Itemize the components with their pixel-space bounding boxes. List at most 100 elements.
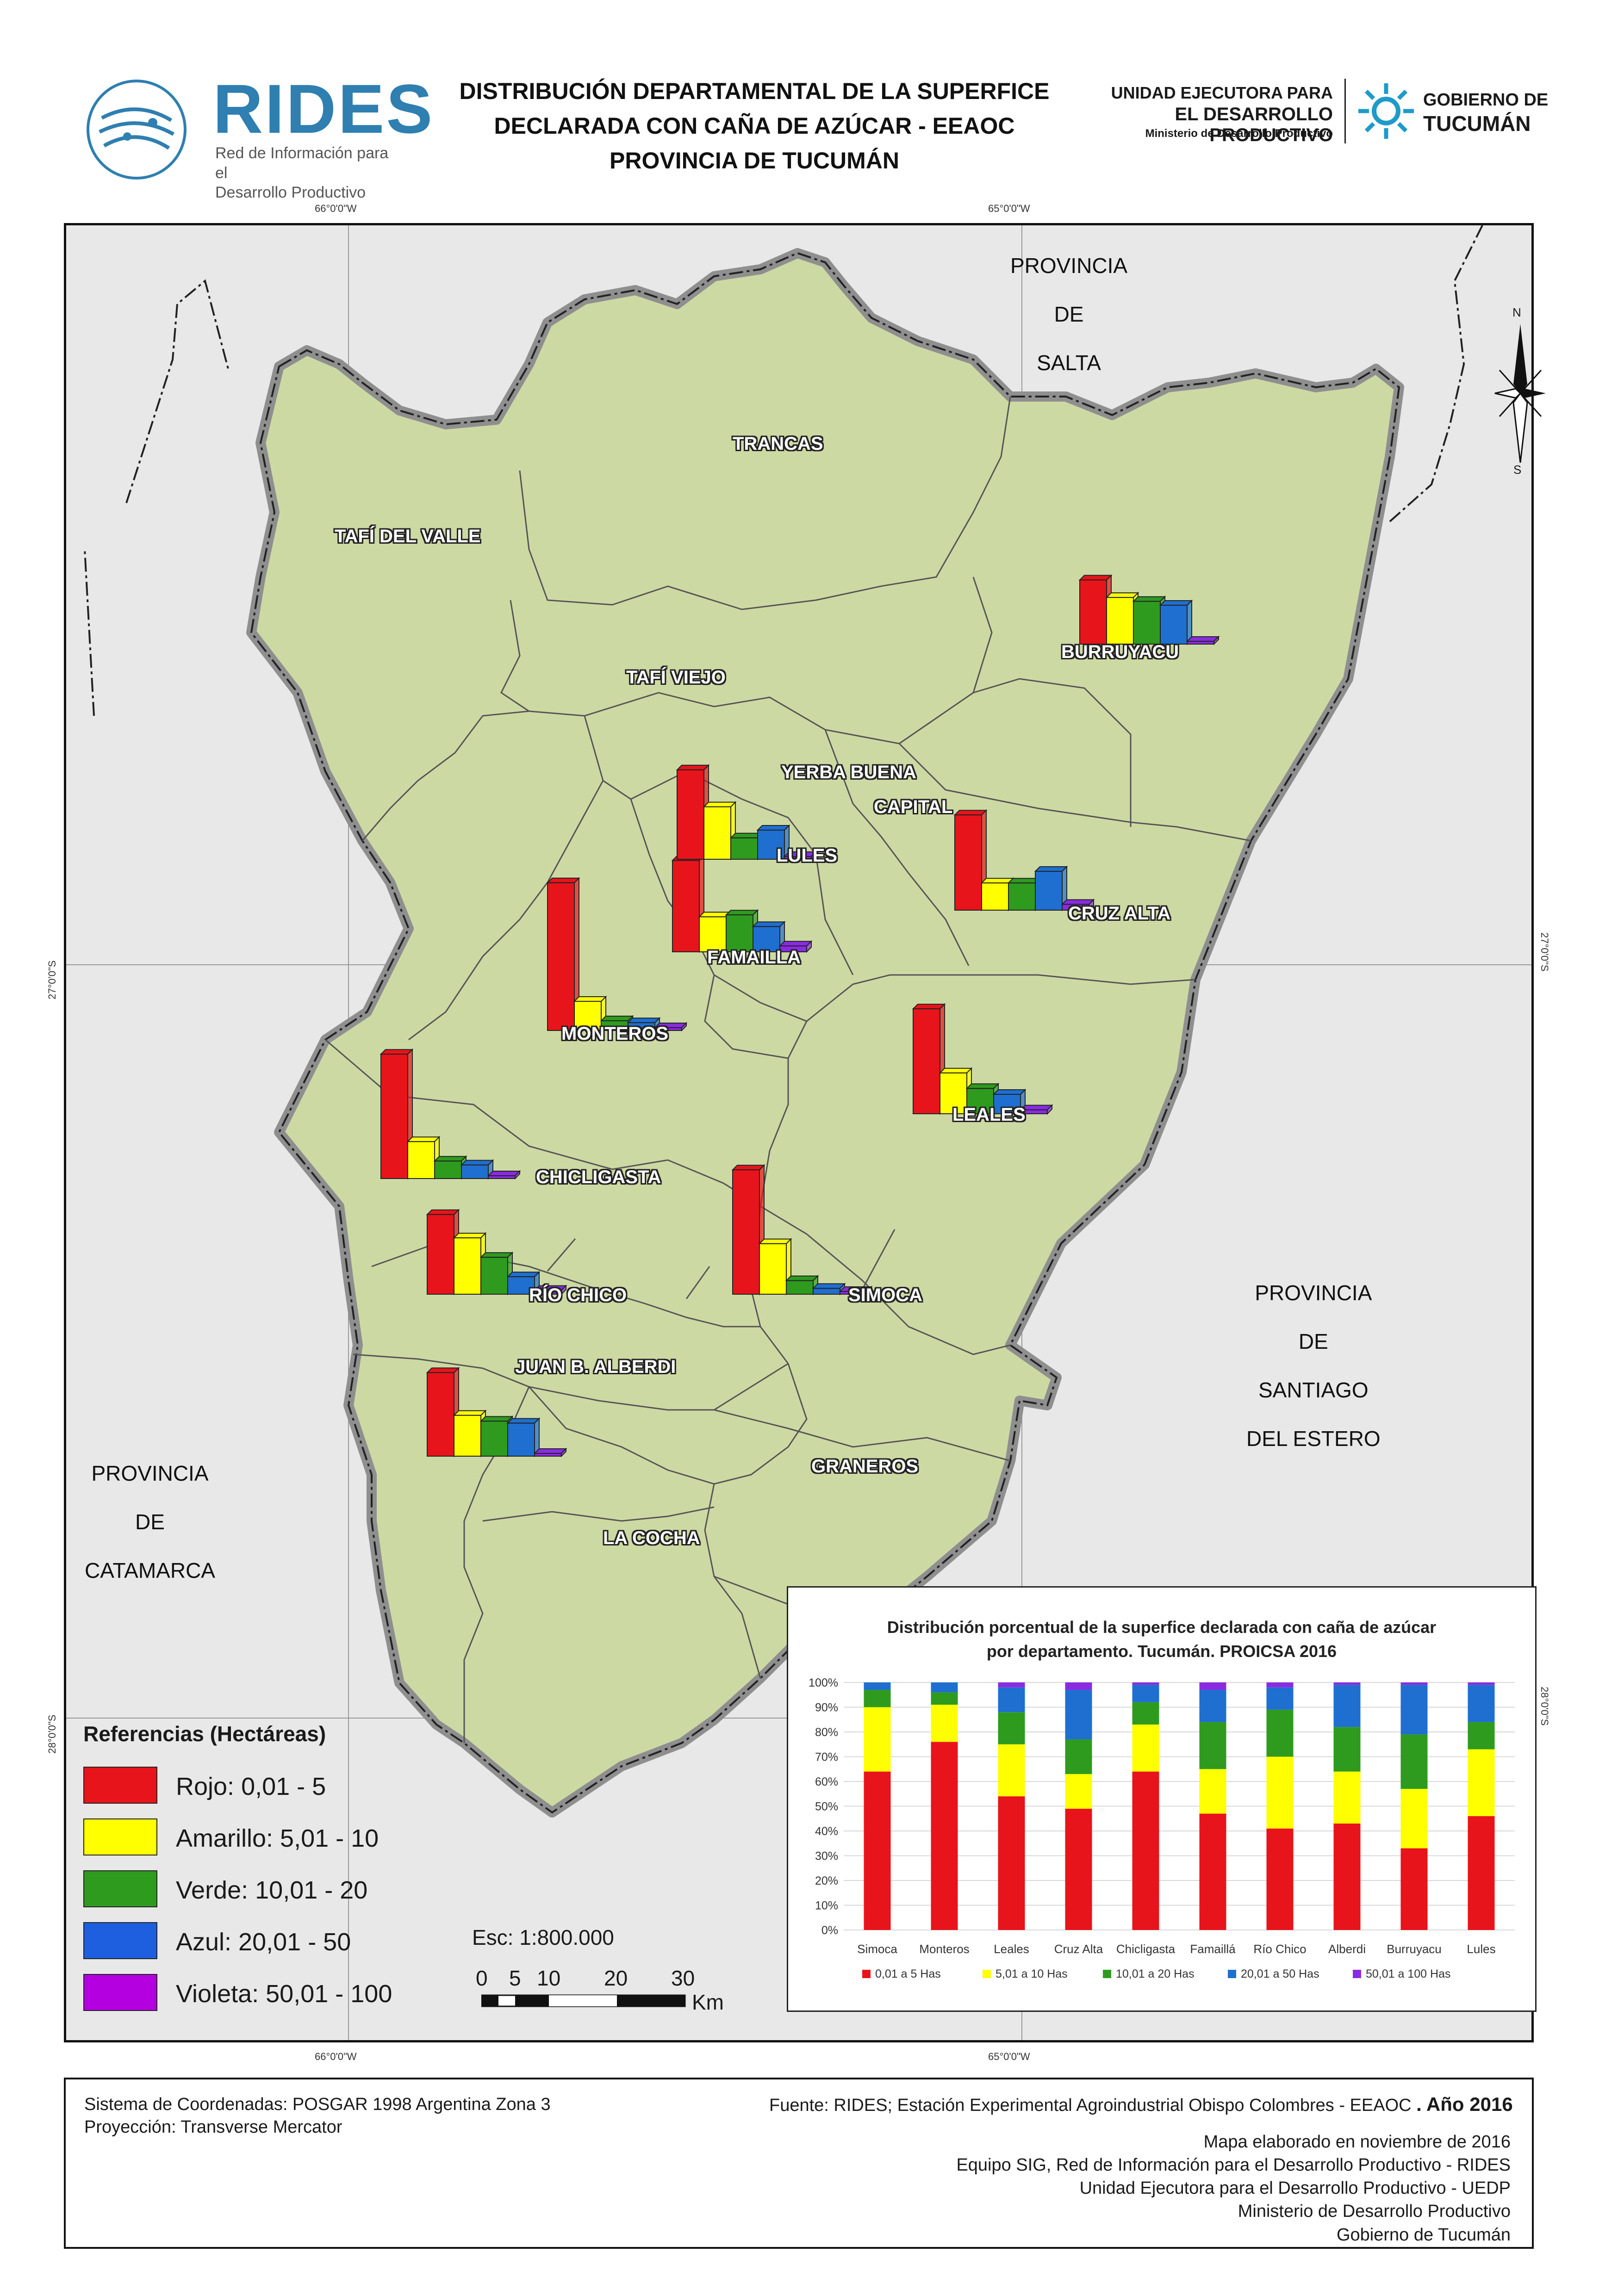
bar-front <box>779 945 807 953</box>
scale-tick: 0 <box>476 1966 488 1990</box>
y-tick-label: 60% <box>815 1775 838 1788</box>
dept-bar-glyph <box>671 855 813 953</box>
bar-front <box>753 926 780 953</box>
province-label-catamarca: PROVINCIA DE CATAMARCA <box>85 1461 215 1582</box>
x-tick-label: Simoca <box>857 1942 897 1956</box>
bar-front <box>677 769 704 860</box>
dept-bar-glyph <box>426 1366 567 1458</box>
stacked-bar-segment <box>1132 1685 1159 1702</box>
stacked-bar-segment <box>998 1687 1025 1713</box>
stacked-bar-segment <box>1468 1722 1495 1750</box>
bar-top <box>676 764 710 770</box>
legend: Referencias (Hectáreas) Rojo: 0,01 - 5 A… <box>79 1721 495 2036</box>
bar-top <box>380 1049 414 1055</box>
y-tick-label: 40% <box>815 1825 838 1838</box>
bar-top <box>600 1016 634 1021</box>
bar-front <box>1062 904 1089 911</box>
bar-front <box>1020 1109 1048 1114</box>
dept-bar-glyph <box>380 1048 521 1180</box>
bar-top <box>487 1171 521 1176</box>
bar-front <box>380 1054 408 1179</box>
bar-front <box>1187 641 1214 645</box>
bar-front <box>480 1257 508 1295</box>
x-tick-label: Chicligasta <box>1116 1942 1176 1956</box>
bar-front <box>461 1164 489 1179</box>
bar-top <box>627 1018 661 1024</box>
inset-legend-label: 20,01 a 50 Has <box>1241 1967 1319 1980</box>
dept-label-tafi-viejo: TAFÍ VIEJO <box>626 667 726 688</box>
inset-legend-label: 5,01 a 10 Has <box>996 1967 1068 1980</box>
bar-front <box>993 1094 1021 1114</box>
y-tick-label: 90% <box>815 1701 838 1714</box>
bar-front <box>786 1280 814 1295</box>
stacked-bar-chart: 0% 10% 20% 30% 40% 50% 60% 70% 80% 90% 100% Simoca M… <box>809 1676 1515 1980</box>
legend-label: Amarillo: 5,01 - 10 <box>176 1824 379 1852</box>
stacked-bar-segment <box>1400 1682 1428 1685</box>
stacked-bar-segment <box>1400 1848 1428 1930</box>
dept-bar-glyph <box>676 764 817 861</box>
bar-top <box>533 1448 567 1454</box>
bar-top <box>939 1067 973 1074</box>
lat-label-north-left: 27°0'0"S <box>46 960 58 999</box>
stacked-bar-segment <box>1266 1828 1294 1930</box>
y-tick-label: 30% <box>815 1850 838 1863</box>
bar-front <box>427 1372 454 1457</box>
stacked-bar-segment <box>1199 1690 1226 1722</box>
province-label-santiago: PROVINCIA DE SANTIAGO DEL ESTERO <box>1246 1281 1381 1451</box>
inset-legend-swatch <box>1103 1970 1111 1978</box>
bar-top <box>752 921 786 927</box>
dept-label-famailla: FAMAILLA <box>707 947 801 968</box>
scale-tick: 5 <box>509 1966 521 1990</box>
stacked-bar-segment <box>931 1742 958 1930</box>
legend-swatch <box>83 1974 157 2011</box>
bar-front <box>840 1291 867 1295</box>
stacked-bar-segment <box>1065 1739 1092 1774</box>
department-bar-charts <box>380 574 1220 1458</box>
stacked-bar-segment <box>1400 1789 1428 1849</box>
inset-chart-title: Distribución porcentual de la superfice … <box>887 1618 1437 1661</box>
stacked-bar-segment <box>1199 1813 1226 1930</box>
lon-label-east-bottom: 65°0'0"W <box>988 2051 1030 2062</box>
stacked-bar-segment <box>1400 1685 1428 1735</box>
dept-bar-glyph <box>731 1164 873 1296</box>
dept-bar-glyph <box>953 809 1095 912</box>
bar-top <box>506 1418 541 1424</box>
dept-bar-glyph <box>912 1003 1053 1115</box>
rides-name: RIDES <box>213 70 435 148</box>
bar-front <box>1079 579 1107 645</box>
bar-top <box>479 1252 514 1258</box>
uedp-line-2: EL DESARROLLO PRODUCTIVO <box>1175 104 1333 145</box>
inset-legend-swatch <box>1353 1970 1361 1978</box>
stacked-bar-segment <box>1132 1771 1159 1930</box>
stacked-bar-segment <box>1333 1823 1361 1930</box>
lat-label-south-right: 28°0'0"S <box>1539 1687 1550 1726</box>
dept-label-monteros: MONTEROS <box>561 1024 669 1044</box>
inset-legend-label: 0,01 a 5 Has <box>875 1967 941 1980</box>
bar-top <box>731 1165 765 1171</box>
bar-top <box>406 1136 441 1142</box>
bar-front <box>732 1169 760 1295</box>
scale-tick: 10 <box>537 1966 561 1990</box>
stacked-bar-segment <box>864 1690 891 1707</box>
bar-front <box>1106 597 1134 645</box>
rides-emblem-icon <box>87 80 187 180</box>
bar-front <box>507 1422 535 1457</box>
bar-top <box>1078 575 1113 581</box>
lon-label-west-bottom: 66°0'0"W <box>315 2051 357 2062</box>
bar-top <box>980 878 1014 884</box>
bar-front <box>534 1453 562 1457</box>
logo-divider <box>1344 79 1346 143</box>
scale-tick: 30 <box>671 1966 695 1990</box>
bar-front <box>534 1290 562 1295</box>
dept-label-trancas: TRANCAS <box>733 434 823 454</box>
stacked-bar-segment <box>931 1705 958 1742</box>
bar-top <box>1105 592 1139 598</box>
inset-legend-swatch <box>1228 1970 1236 1978</box>
footer-source: Fuente: RIDES; Estación Experimental Agr… <box>769 2093 1513 2115</box>
dept-bar-glyph <box>426 1209 567 1296</box>
bar-front <box>699 916 727 953</box>
legend-label: Azul: 20,01 - 50 <box>176 1928 351 1956</box>
rides-logo: RIDES Red de Información para el Desarro… <box>79 69 432 201</box>
bar-top <box>912 1004 946 1010</box>
stacked-bar-segment <box>1266 1709 1294 1757</box>
